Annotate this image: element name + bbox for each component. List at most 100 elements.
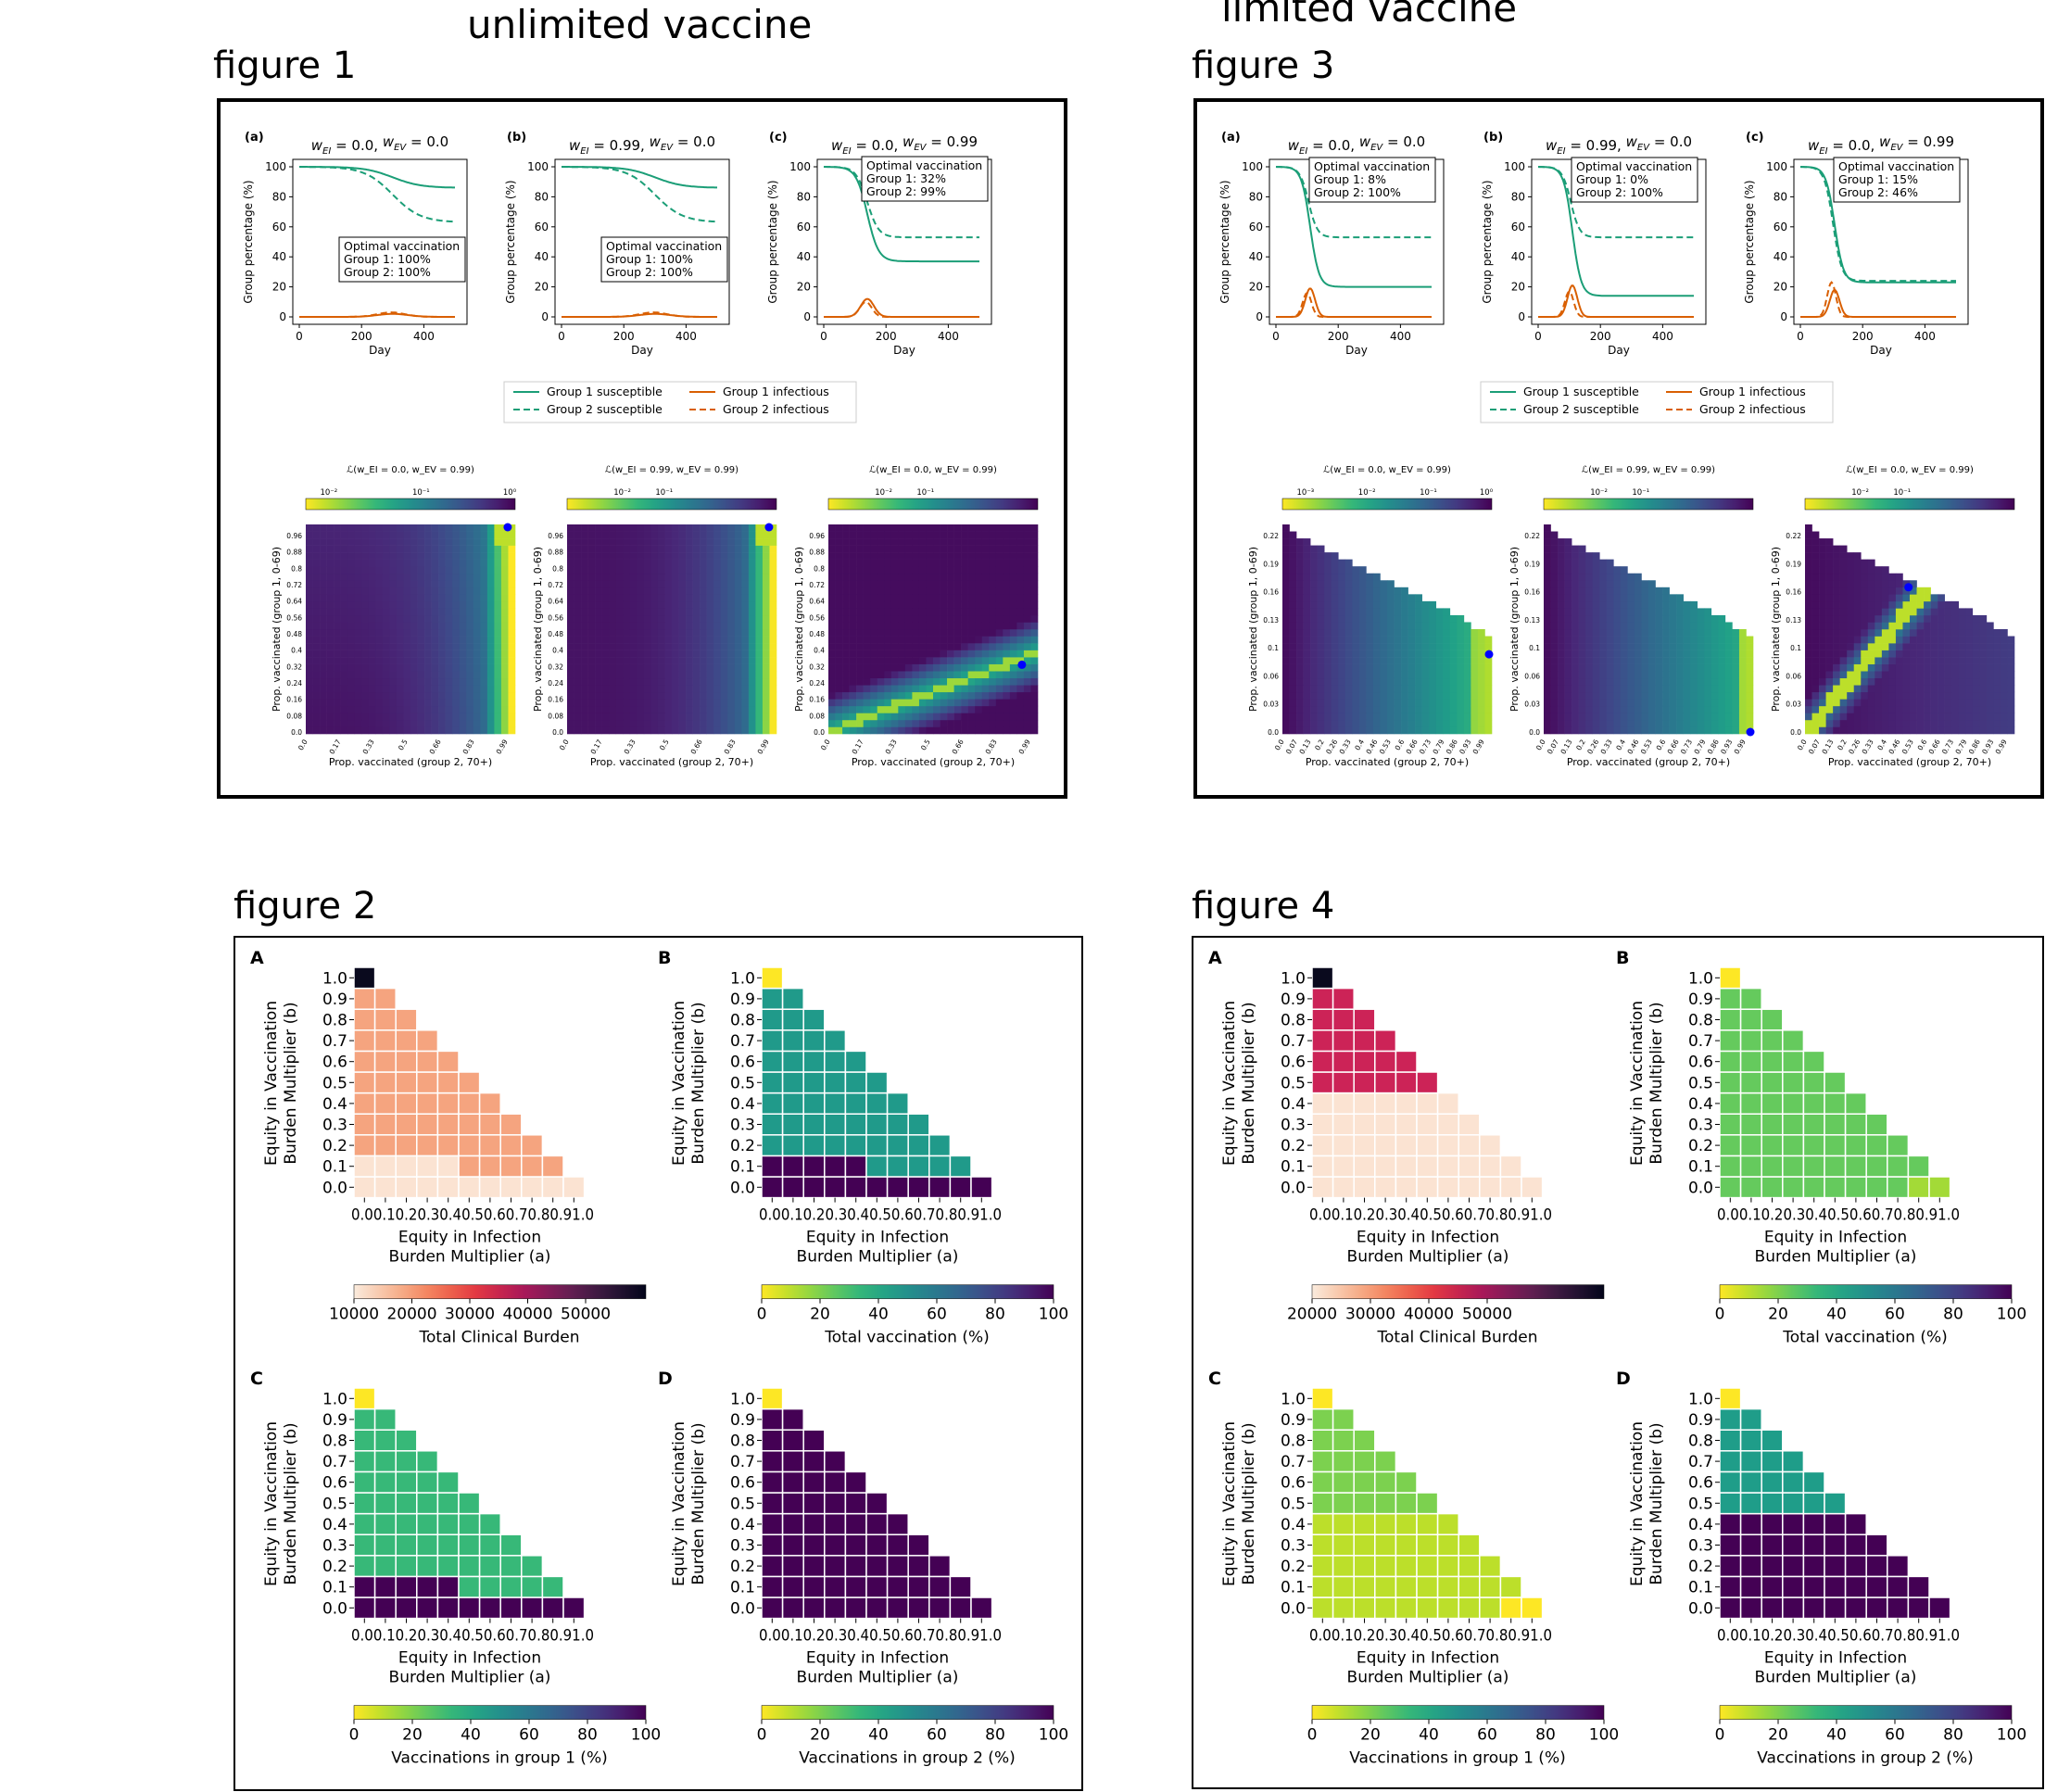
heatmap-cell: [446, 726, 453, 734]
title-part: = 0.0,: [331, 137, 383, 154]
heatmap-cell: [1684, 629, 1691, 637]
heatmap-cell: [508, 587, 515, 595]
heatmap-cell: [438, 532, 446, 539]
heatmap-cell: [1464, 664, 1471, 672]
heatmap-cell: [637, 664, 644, 672]
heatmap-cell: [567, 637, 574, 644]
heatmap-cell: [989, 524, 996, 532]
heatmap-cell: [828, 566, 836, 574]
heatmap-cell: [466, 699, 473, 706]
heatmap-cell: [1648, 580, 1656, 587]
heatmap-cell: [1739, 713, 1747, 720]
heatmap-cell: [954, 726, 962, 734]
heatmap-cell: [735, 594, 742, 601]
heatmap-cell: [494, 566, 501, 574]
heatmap-cell: [947, 594, 954, 601]
heatmap-cell: [602, 594, 610, 601]
heatmap-cell: [1387, 678, 1395, 686]
heatmap-cell: [1607, 699, 1614, 706]
heatmap-cell: [432, 532, 439, 539]
heatmap-cell: [432, 566, 439, 574]
heatmap-cell: [727, 657, 735, 664]
heatmap-cell: [919, 524, 927, 532]
heatmap-cell: [630, 650, 637, 658]
heatmap-cell: [313, 706, 321, 713]
heatmap-cell: [1585, 678, 1593, 686]
heatmap-cell: [1443, 685, 1450, 692]
heatmap-cell: [460, 720, 467, 727]
heatmap-cell: [1875, 637, 1882, 644]
heatmap-cell: [1387, 629, 1395, 637]
heatmap-cell: [473, 594, 481, 601]
heat-y-tick: 0.96: [809, 532, 825, 540]
heatmap-cell: [1579, 566, 1586, 574]
heatmap-cell: [1847, 650, 1854, 658]
heatmap-cell: [693, 532, 701, 539]
heatmap-cell: [1352, 566, 1359, 574]
heatmap-cell: [1324, 587, 1332, 595]
heatmap-cell: [1812, 671, 1820, 678]
heatmap-cell: [320, 720, 327, 727]
heatmap-cell: [1690, 601, 1698, 609]
heatmap-cell: [1698, 608, 1705, 615]
heatmap-cell: [1621, 601, 1628, 609]
heatmap-cell: [672, 580, 679, 587]
heatmap-cell: [1662, 713, 1670, 720]
heatmap-cell: [836, 615, 843, 623]
heatmap-cell: [1318, 643, 1325, 650]
heatmap-cell: [1805, 538, 1812, 546]
heatmap-cell: [1345, 726, 1353, 734]
heatmap-cell: [494, 629, 501, 637]
heatmap-cell: [1882, 692, 1889, 700]
heatmap-cell: [919, 594, 927, 601]
heatmap-cell: [1318, 560, 1325, 567]
title-part: w: [569, 137, 581, 154]
heatmap-cell: [864, 726, 871, 734]
heatmap-cell: [1627, 726, 1635, 734]
heatmap-cell: [996, 574, 1004, 581]
heatmap-cell: [1924, 657, 1931, 664]
heatmap-cell: [727, 637, 735, 644]
heatmap-cell: [1359, 566, 1367, 574]
heatmap-cell: [672, 685, 679, 692]
y-tick-label: 60: [1774, 221, 1787, 233]
heatmap-cell: [1854, 566, 1862, 574]
heatmap-cell: [508, 532, 515, 539]
heatmap-cell: [1711, 706, 1719, 713]
heatmap-cell: [741, 685, 749, 692]
heatmap-cell: [637, 671, 644, 678]
heatmap-cell: [637, 713, 644, 720]
heatmap-cell: [446, 643, 453, 650]
heatmap-cell: [700, 713, 707, 720]
heatmap-cell: [1395, 706, 1402, 713]
y-axis-label: Group percentage (%): [1743, 180, 1756, 303]
heatmap-cell: [975, 637, 982, 644]
heatmap-cell: [1656, 706, 1663, 713]
heatmap-cell: [1861, 574, 1868, 581]
heatmap-cell: [1551, 629, 1559, 637]
heatmap-cell: [1805, 608, 1812, 615]
heatmap-cell: [1030, 643, 1038, 650]
heatmap-cell: [574, 664, 582, 672]
heatmap-cell: [905, 538, 913, 546]
heatmap-cell: [898, 699, 905, 706]
heatmap-cell: [460, 692, 467, 700]
heatmap-cell: [1030, 560, 1038, 567]
heatmap-cell: [1478, 664, 1485, 672]
heatmap-cell: [1565, 538, 1572, 546]
heatmap-cell: [1910, 594, 1917, 601]
heatmap-cell: [1812, 713, 1820, 720]
heatmap-cell: [602, 650, 610, 658]
heatmap-cell: [850, 643, 857, 650]
heatmap-cell: [375, 622, 383, 629]
heatmap-cell: [1429, 726, 1436, 734]
heatmap-cell: [501, 657, 509, 664]
heatmap-cell: [1833, 546, 1840, 553]
heatmap-cell: [898, 678, 905, 686]
heatmap-cell: [664, 532, 672, 539]
heatmap-cell: [609, 574, 616, 581]
heatmap-cell: [856, 706, 864, 713]
heatmap-cell: [389, 587, 397, 595]
heatmap-cell: [700, 685, 707, 692]
heatmap-cell: [1854, 629, 1862, 637]
